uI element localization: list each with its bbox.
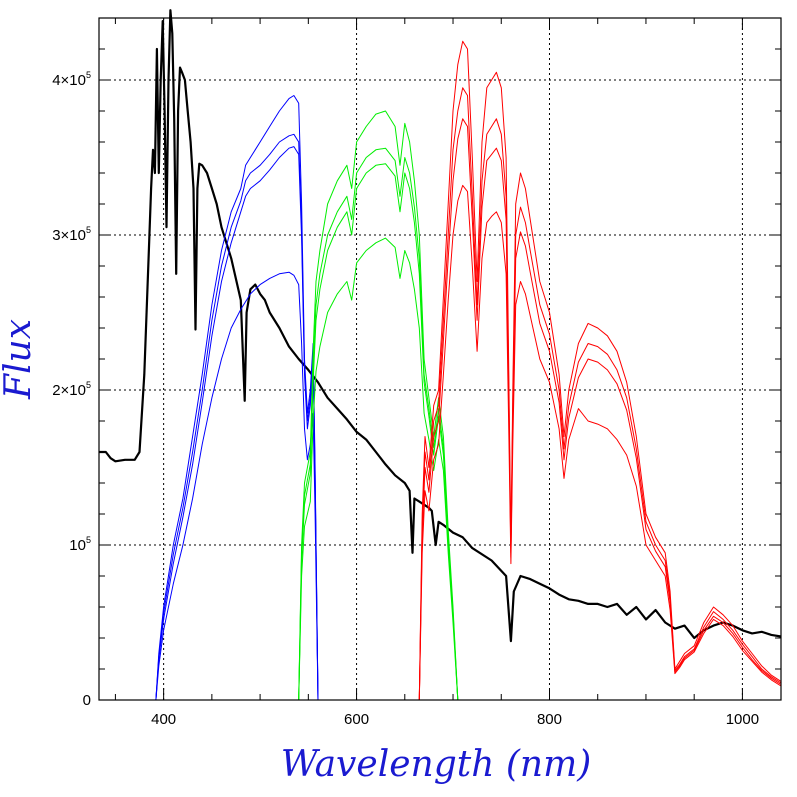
series-line-10 [418, 87, 782, 701]
x-tick-label-1: 600 [344, 711, 369, 728]
plot-series [99, 9, 782, 701]
x-tick-labels: 400 600 800 1000 [151, 711, 759, 728]
x-axis-title: Wavelength (nm) [281, 744, 592, 785]
y-tick-label-0: 0 [83, 692, 91, 709]
y-tick-label-1: 105 [69, 535, 91, 554]
y-tick-label-4: 4×105 [52, 70, 91, 89]
series-line-9 [418, 40, 782, 701]
series-line-11 [418, 118, 782, 701]
x-tick-label-2: 800 [537, 711, 562, 728]
series-line-3 [155, 146, 319, 701]
y-tick-label-2: 2×105 [52, 380, 91, 399]
series-line-0 [99, 9, 782, 643]
x-tick-label-3: 1000 [726, 711, 759, 728]
x-tick-label-0: 400 [151, 711, 176, 728]
y-tick-labels: 0 105 2×105 3×105 4×105 [52, 70, 91, 709]
series-line-8 [298, 237, 459, 701]
series-line-12 [418, 184, 782, 701]
axis-ticks [99, 17, 781, 700]
y-axis-title: Flux [0, 319, 39, 400]
series-line-4 [155, 271, 319, 701]
series-line-7 [298, 163, 459, 701]
y-tick-label-3: 3×105 [52, 225, 91, 244]
